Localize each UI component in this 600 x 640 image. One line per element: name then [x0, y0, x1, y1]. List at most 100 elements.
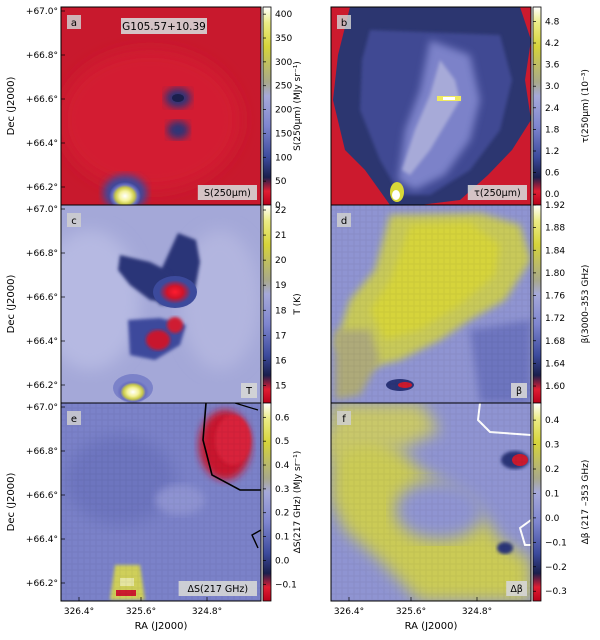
x-axis-label: RA (J2000) — [135, 621, 188, 632]
y-tick-label: +66.2° — [26, 183, 58, 193]
panel-c-map — [61, 205, 261, 403]
colorbar-tick-label: 350 — [275, 34, 292, 44]
panel-letter-box — [67, 411, 81, 425]
colorbar-tick-label: 0.1 — [545, 489, 559, 499]
map-label-box — [467, 185, 527, 200]
colorbar-tick-label: 20 — [275, 256, 287, 266]
map-label-box — [197, 185, 257, 200]
y-axis-label: Dec (J2000) — [6, 275, 17, 334]
panel-c — [60, 204, 262, 404]
colorbar-tick-label: 0.0 — [545, 190, 560, 200]
map-label: T — [245, 386, 252, 397]
colorbar-tick-label: 3.6 — [545, 61, 560, 71]
colorbar-tick-label: 300 — [275, 58, 292, 68]
y-tick-label: +66.8° — [26, 51, 58, 61]
y-tick-label: +67.0° — [26, 403, 58, 413]
colorbar-tick-label: 250 — [275, 82, 292, 92]
colorbar-tick-label: −0.1 — [275, 580, 297, 590]
panel-d-map — [331, 205, 531, 403]
colorbar-tick-label: 0.5 — [275, 437, 289, 447]
colorbar-label: Δβ (217 –353 GHz) — [581, 460, 591, 545]
colorbar-tick-label: 1.84 — [545, 246, 565, 256]
y-tick-label: +67.0° — [26, 7, 58, 17]
panel-letter: d — [341, 216, 347, 227]
colorbar-tick-label: 0.3 — [275, 485, 289, 495]
colorbar-tick-label: 0.6 — [545, 169, 560, 179]
y-tick-label: +66.2° — [26, 381, 58, 391]
x-tick-label: 324.8° — [192, 607, 222, 617]
colorbar-tick-label: 4.2 — [545, 39, 559, 49]
panel-letter-box — [67, 15, 81, 29]
colorbar-tick-label: 1.92 — [545, 201, 565, 211]
panel-d — [330, 204, 532, 404]
colorbar-tick-label: 16 — [275, 356, 287, 366]
x-tick-label: 324.8° — [462, 607, 492, 617]
panel-b-map — [331, 7, 531, 205]
colorbar-gradient — [262, 6, 272, 206]
y-tick-label: +66.6° — [26, 95, 58, 105]
y-tick-label: +66.4° — [26, 139, 58, 149]
colorbar-gradient — [262, 204, 272, 404]
map-label-box — [178, 581, 257, 596]
colorbar-f: −0.3 −0.2 −0.1 0.0 0.1 0.2 0.3 0.4 — [532, 402, 567, 602]
colorbar-c: 15 16 17 18 19 20 21 22 — [262, 204, 287, 404]
map-label: Δβ — [510, 584, 523, 595]
panel-a-map — [61, 7, 261, 205]
y-tick-label: +66.8° — [26, 447, 58, 457]
source-title: G105.57+10.39 — [122, 21, 206, 33]
y-axis-label: Dec (J2000) — [6, 77, 17, 136]
x-tick-label: 326.4° — [64, 607, 94, 617]
map-label: ΔS(217 GHz) — [188, 584, 249, 595]
colorbar-label: ΔS(217 GHz) (MJy sr⁻¹) — [293, 451, 303, 554]
y-axis-label: Dec (J2000) — [6, 473, 17, 532]
colorbar-tick-label: −0.3 — [545, 587, 567, 597]
colorbar-tick-label: 3.0 — [545, 82, 560, 92]
x-axis-label: RA (J2000) — [405, 621, 458, 632]
map-label-box — [241, 383, 257, 398]
colorbar-tick-label: 1.80 — [545, 269, 565, 279]
panel-letter: e — [71, 414, 77, 425]
colorbar-tick-label: 15 — [275, 381, 286, 391]
colorbar-tick-label: 0.6 — [275, 413, 290, 423]
colorbar-tick-label: 0.0 — [275, 556, 290, 566]
colorbar-tick-label: 1.72 — [545, 314, 565, 324]
panel-letter-box — [337, 213, 351, 227]
colorbar-tick-label: 0.0 — [545, 514, 560, 524]
panel-a-annotations: a S(250μm) G105.57+10.39 0 50 100 150 200 250 300… — [6, 6, 303, 211]
colorbar-tick-label: 18 — [275, 306, 287, 316]
map-label: S(250μm) — [204, 188, 251, 199]
colorbar-tick-label: 400 — [275, 10, 292, 20]
colorbar-tick-label: 150 — [275, 129, 292, 139]
panel-letter: f — [342, 414, 346, 425]
colorbar-gradient — [532, 204, 542, 404]
colorbar-tick-label: 100 — [275, 153, 292, 163]
colorbar-e: −0.1 0.0 0.1 0.2 0.3 0.4 0.5 0.6 — [262, 402, 297, 602]
colorbar-tick-label: 2.4 — [545, 104, 560, 114]
panel-b — [330, 6, 532, 206]
panel-letter-box — [337, 15, 351, 29]
colorbar-tick-label: 0.4 — [545, 416, 560, 426]
panel-letter: b — [341, 18, 347, 29]
colorbar-tick-label: 22 — [275, 206, 286, 216]
colorbar-b: 0.0 0.6 1.2 1.8 2.4 3.0 3.6 4.2 4.8 — [532, 6, 560, 206]
y-tick-label: +66.8° — [26, 249, 58, 259]
panel-f-annotations: f Δβ −0.3 −0.2 −0.1 0.0 0.1 0.2 0.3 0.4 Δβ (217 –3… — [334, 402, 591, 632]
y-tick-label: +66.4° — [26, 535, 58, 545]
panel-c-annotations: c T 15 16 17 18 19 20 21 22 T (K) +67.0° +66.8° +66.6… — [6, 204, 303, 404]
colorbar-a: 0 50 100 150 200 250 300 350 400 — [262, 6, 292, 211]
panel-letter: a — [71, 18, 77, 29]
colorbar-tick-label: 1.2 — [545, 147, 559, 157]
colorbar-label: T (K) — [293, 293, 303, 315]
y-tick-label: +66.6° — [26, 491, 58, 501]
colorbar-tick-label: 1.60 — [545, 382, 565, 392]
y-tick-label: +67.0° — [26, 205, 58, 215]
colorbar-gradient — [262, 402, 272, 602]
map-label-box — [511, 383, 527, 398]
y-tick-label: +66.6° — [26, 293, 58, 303]
colorbar-gradient — [532, 6, 542, 206]
colorbar-tick-label: 1.64 — [545, 359, 565, 369]
x-tick-label: 325.6° — [396, 607, 426, 617]
panel-b-annotations: b τ(250μm) 0.0 0.6 1.2 1.8 2.4 3.0 3.6 4.2 4.8 τ(25… — [337, 6, 591, 206]
colorbar-label: τ(250μm) (10⁻³) — [581, 69, 591, 143]
